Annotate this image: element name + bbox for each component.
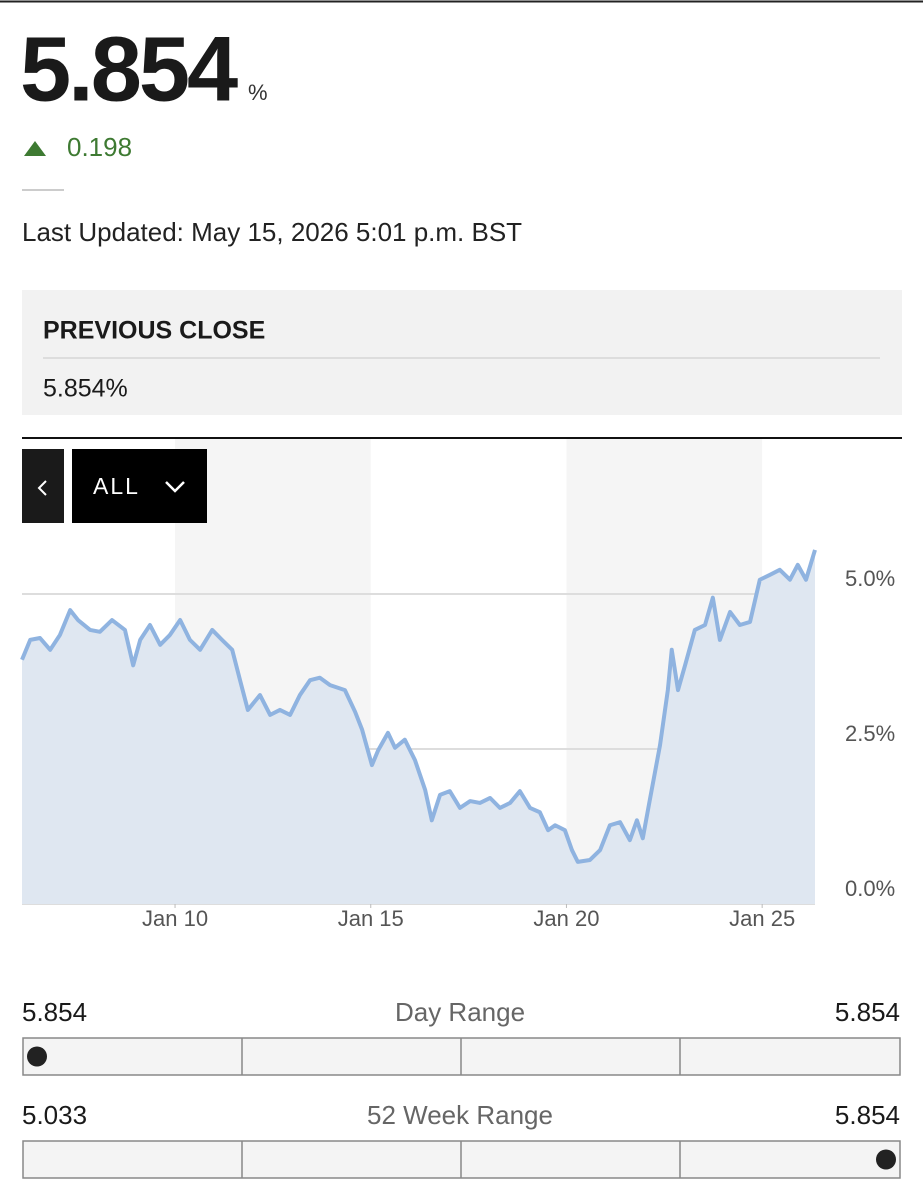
last-updated: Last Updated: May 15, 2026 5:01 p.m. BST — [22, 217, 522, 247]
range-dropdown-label[interactable]: ALL — [93, 473, 140, 499]
back-button[interactable] — [22, 449, 64, 523]
range-marker — [876, 1149, 896, 1170]
back-icon[interactable] — [37, 480, 47, 496]
price: 5.854 — [20, 18, 238, 120]
x-tick-label: Jan 20 — [533, 906, 599, 931]
y-tick-label: 5.0% — [845, 566, 895, 591]
x-tick-label: Jan 15 — [338, 906, 404, 931]
range-label: Day Range — [395, 997, 525, 1027]
plot: 0.0% 2.5% 5.0% Jan 10 Jan 15 Jan 20 Jan 25 — [20, 439, 895, 931]
range-dropdown-bg[interactable] — [72, 449, 207, 523]
range-low: 5.033 — [22, 1100, 87, 1130]
ranges: 5.854 Day Range 5.854 5.033 52 Week Range 5.8… — [22, 997, 901, 1179]
x-tick-label: Jan 10 — [142, 906, 208, 931]
change: 0.198 — [67, 132, 132, 162]
back-button-bg[interactable] — [22, 449, 64, 523]
range-dropdown[interactable]: ALL — [72, 449, 207, 523]
range-marker — [27, 1046, 47, 1067]
unit: % — [248, 80, 268, 105]
line — [20, 549, 817, 864]
previous-close-value: 5.854% — [43, 375, 128, 403]
up-arrow — [24, 141, 46, 156]
y-tick-label: 2.5% — [845, 721, 895, 746]
x-tick-label: Jan 25 — [729, 906, 795, 931]
range-low: 5.854 — [22, 997, 87, 1027]
y-tick-label: 0.0% — [845, 876, 895, 901]
previous-close-box — [22, 290, 902, 415]
range-label: 52 Week Range — [367, 1100, 553, 1130]
range-high: 5.854 — [835, 997, 900, 1027]
range-high: 5.854 — [835, 1100, 900, 1130]
dropdown-icon[interactable] — [165, 481, 185, 493]
previous-close-label: PREVIOUS CLOSE — [43, 317, 265, 345]
